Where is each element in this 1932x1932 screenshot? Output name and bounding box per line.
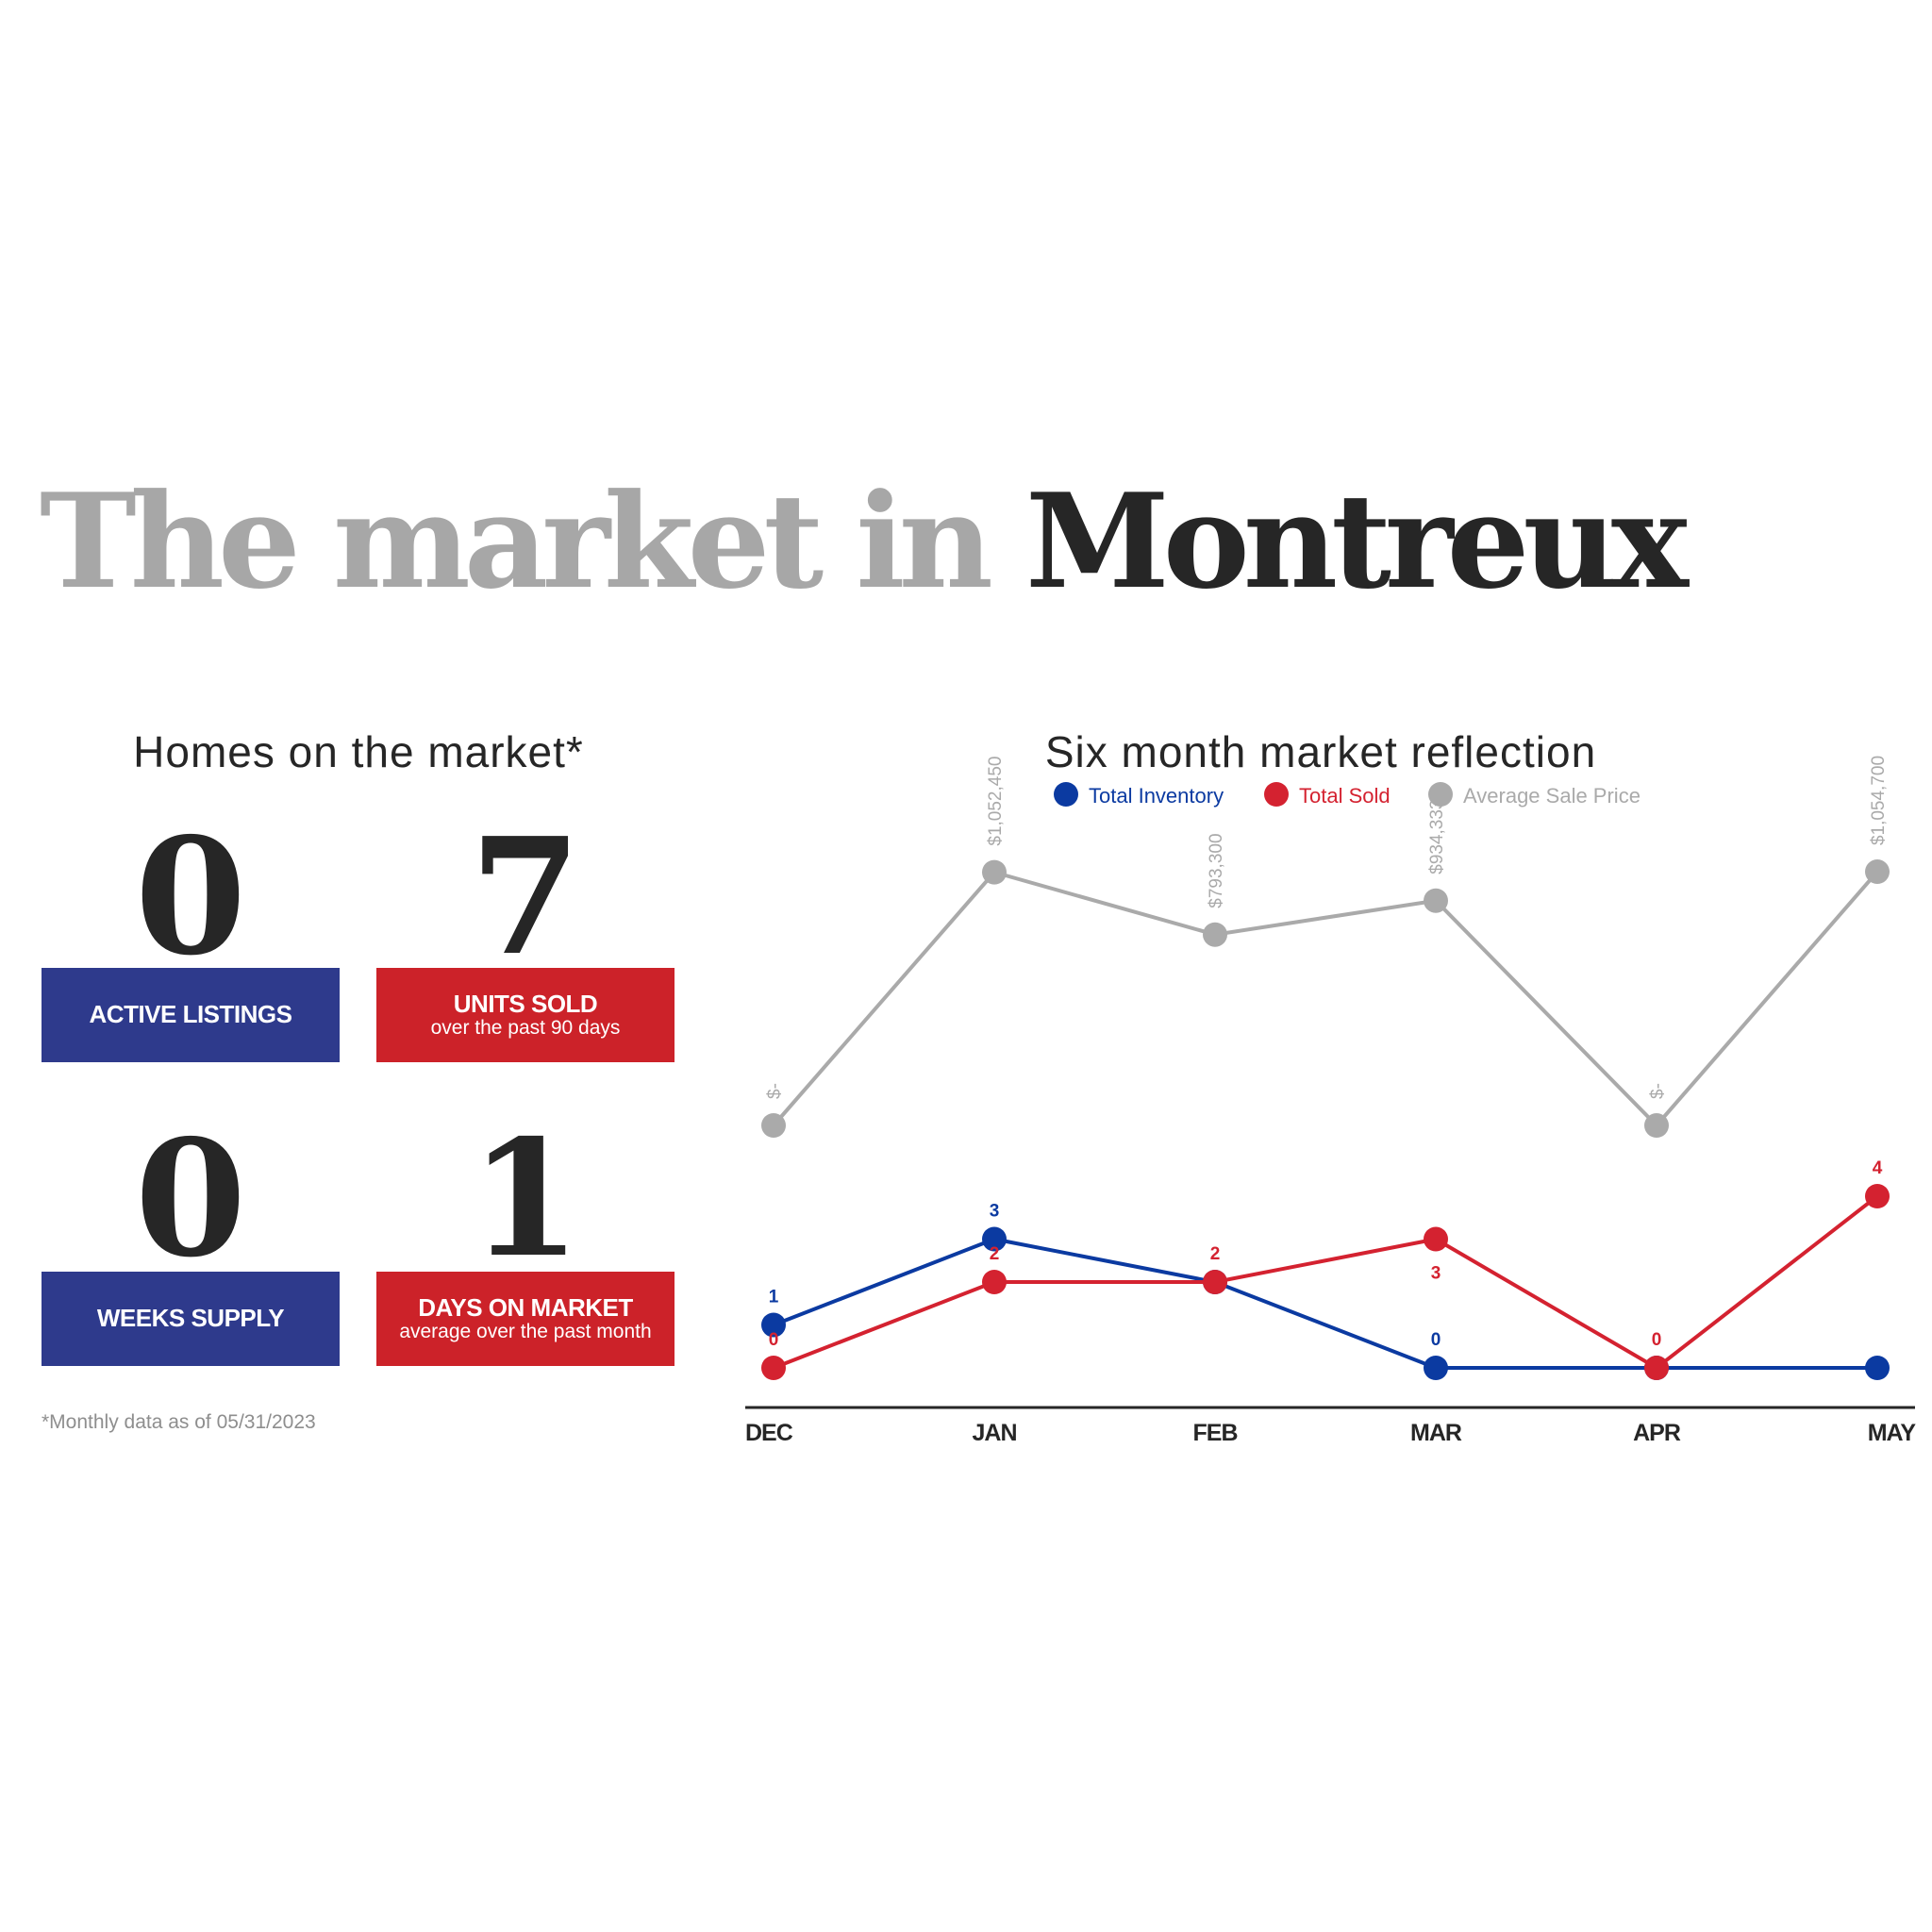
data-point <box>1644 1356 1669 1380</box>
data-point <box>982 1270 1007 1294</box>
data-label: 3 <box>1431 1264 1441 1284</box>
data-label: 0 <box>769 1330 779 1350</box>
price-data-label: $- <box>765 1083 785 1099</box>
legend-marker <box>1428 782 1453 807</box>
homes-heading: Homes on the market* <box>133 727 584 776</box>
x-tick-label: JAN <box>972 1420 1016 1446</box>
data-point <box>1644 1113 1669 1138</box>
price-data-label: $1,052,450 <box>986 757 1006 846</box>
legend-marker <box>1054 782 1078 807</box>
data-point <box>761 1312 786 1338</box>
units-sold-box: UNITS SOLD over the past 90 days <box>376 968 675 1062</box>
series-line <box>773 1194 1879 1371</box>
data-point <box>1865 859 1890 885</box>
data-point <box>1203 1270 1227 1294</box>
days-on-market-label: DAYS ON MARKET <box>418 1292 633 1322</box>
data-point <box>1865 1356 1890 1380</box>
active-listings-box: ACTIVE LISTINGS <box>42 968 340 1062</box>
price-data-label: $934,333 <box>1427 799 1447 874</box>
data-point <box>761 1113 786 1138</box>
series-line <box>772 870 1879 1128</box>
x-tick-label: FEB <box>1193 1420 1238 1446</box>
series-line <box>773 1237 1877 1370</box>
units-sold-value: 7 <box>469 803 582 991</box>
data-point <box>761 1356 786 1380</box>
title-place: Montreux <box>1025 464 1689 618</box>
days-on-market-value: 1 <box>469 1105 582 1293</box>
data-label: 2 <box>990 1244 1000 1264</box>
data-point <box>1424 1356 1448 1380</box>
data-point <box>982 859 1007 885</box>
footnote: *Monthly data as of 05/31/2023 <box>42 1411 316 1433</box>
price-data-label: $793,300 <box>1207 833 1226 908</box>
page-title: The market in Montreux <box>40 476 1689 607</box>
days-on-market-sub: average over the past month <box>399 1321 652 1343</box>
data-label: 4 <box>1873 1158 1883 1178</box>
data-label: 1 <box>769 1288 779 1307</box>
active-listings-value: 0 <box>134 803 247 991</box>
legend-label: Total Inventory <box>1089 784 1224 808</box>
x-tick-label: MAR <box>1410 1420 1462 1446</box>
x-tick-label: DEC <box>745 1420 793 1446</box>
x-tick-label: MAY <box>1868 1420 1917 1446</box>
data-label: 0 <box>1652 1330 1662 1350</box>
units-sold-label: UNITS SOLD <box>453 989 598 1018</box>
legend-label: Total Sold <box>1299 784 1391 808</box>
data-point <box>1865 1184 1890 1208</box>
data-point <box>1203 922 1227 947</box>
data-point <box>1424 1226 1448 1252</box>
chart-title: Six month market reflection <box>1044 727 1597 776</box>
x-tick-label: APR <box>1633 1420 1681 1446</box>
legend-label: Average Sale Price <box>1463 784 1641 808</box>
weeks-supply-label: WEEKS SUPPLY <box>96 1304 285 1333</box>
price-data-label: $- <box>1648 1083 1668 1099</box>
days-on-market-box: DAYS ON MARKET average over the past mon… <box>376 1272 675 1366</box>
title-prefix: The market in <box>40 464 1026 618</box>
legend-marker <box>1264 782 1289 807</box>
data-label: 0 <box>1431 1330 1441 1350</box>
data-label: 2 <box>1210 1244 1221 1264</box>
weeks-supply-box: WEEKS SUPPLY <box>42 1272 340 1366</box>
weeks-supply-value: 0 <box>134 1105 247 1293</box>
price-data-label: $1,054,700 <box>1869 756 1889 845</box>
units-sold-sub: over the past 90 days <box>430 1017 621 1040</box>
active-listings-label: ACTIVE LISTINGS <box>89 1000 292 1029</box>
data-point <box>1424 888 1448 913</box>
data-point <box>982 1226 1007 1252</box>
data-label: 3 <box>990 1202 1000 1222</box>
